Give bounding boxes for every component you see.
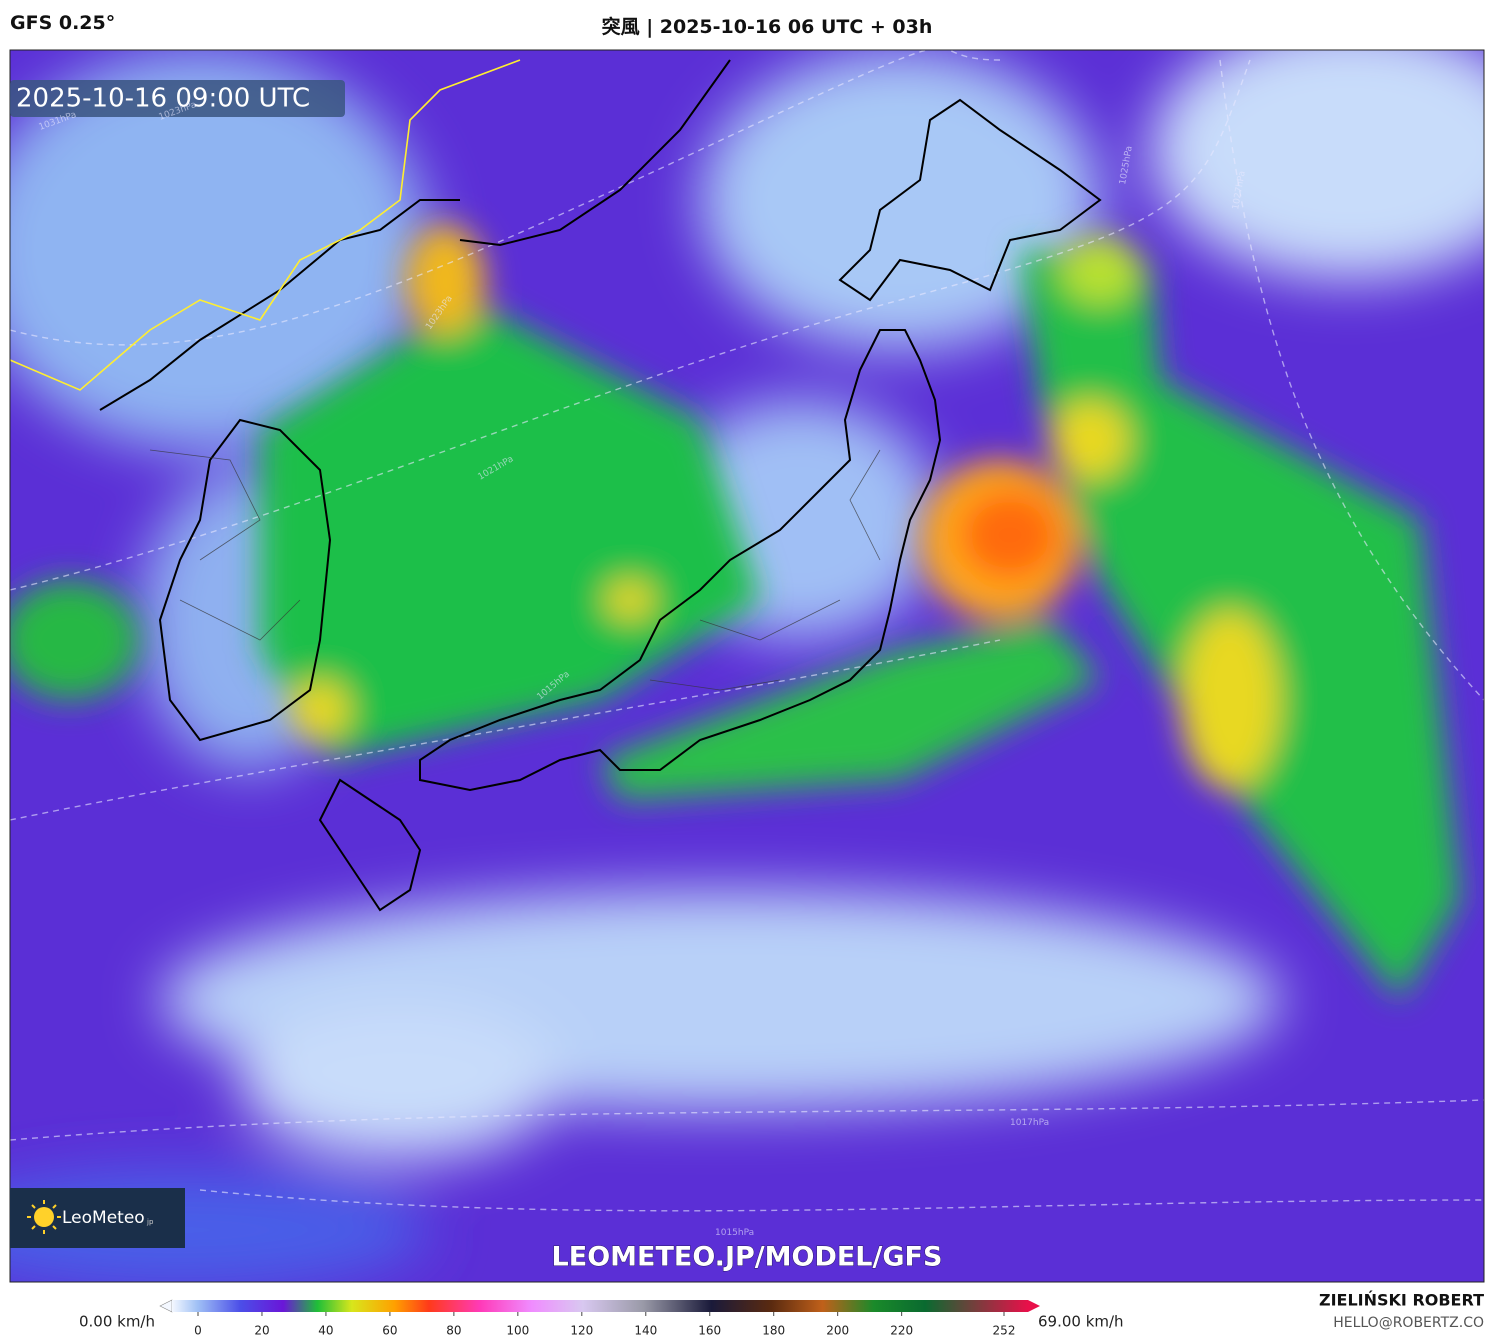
logo: LeoMeteo (62, 1208, 145, 1228)
colorbar-tick-label: 40 (318, 1324, 333, 1338)
colorbar-tick-label: 180 (762, 1324, 785, 1338)
colorbar-tick-label: 20 (254, 1324, 269, 1338)
colorbar-tick-label: 100 (506, 1324, 529, 1338)
isobar-label: 1015hPa (715, 1228, 754, 1238)
colorbar-tick-label: 200 (826, 1324, 849, 1338)
colorbar-min: 0.00 km/h (79, 1313, 155, 1331)
logo-suffix: jp (146, 1218, 154, 1226)
colorbar-tick-label: 140 (634, 1324, 657, 1338)
colorbar-tick-label: 160 (698, 1324, 721, 1338)
colorbar-tick-label: 80 (446, 1324, 461, 1338)
author: ZIELIŃSKI ROBERT (1319, 1291, 1484, 1310)
model-name: GFS 0.25° (10, 12, 116, 34)
colorbar-tick-label: 220 (890, 1324, 913, 1338)
isobar-label: 1017hPa (1010, 1118, 1049, 1128)
colorbar-tick-label: 0 (194, 1324, 202, 1338)
colorbar-tick-label: 252 (993, 1324, 1016, 1338)
wind-field (10, 50, 1484, 1282)
colorbar-max: 69.00 km/h (1038, 1313, 1124, 1331)
contact: HELLO@ROBERTZ.CO (1333, 1315, 1484, 1331)
colorbar-tick-label: 60 (382, 1324, 397, 1338)
colorbar-tick-label: 120 (570, 1324, 593, 1338)
title: 突風 | 2025-10-16 06 UTC + 03h (601, 16, 933, 38)
watermark: LEOMETEO.JP/MODEL/GFS (552, 1242, 943, 1273)
colorbar (172, 1300, 1028, 1312)
valid-time: 2025-10-16 09:00 UTC (16, 84, 310, 114)
